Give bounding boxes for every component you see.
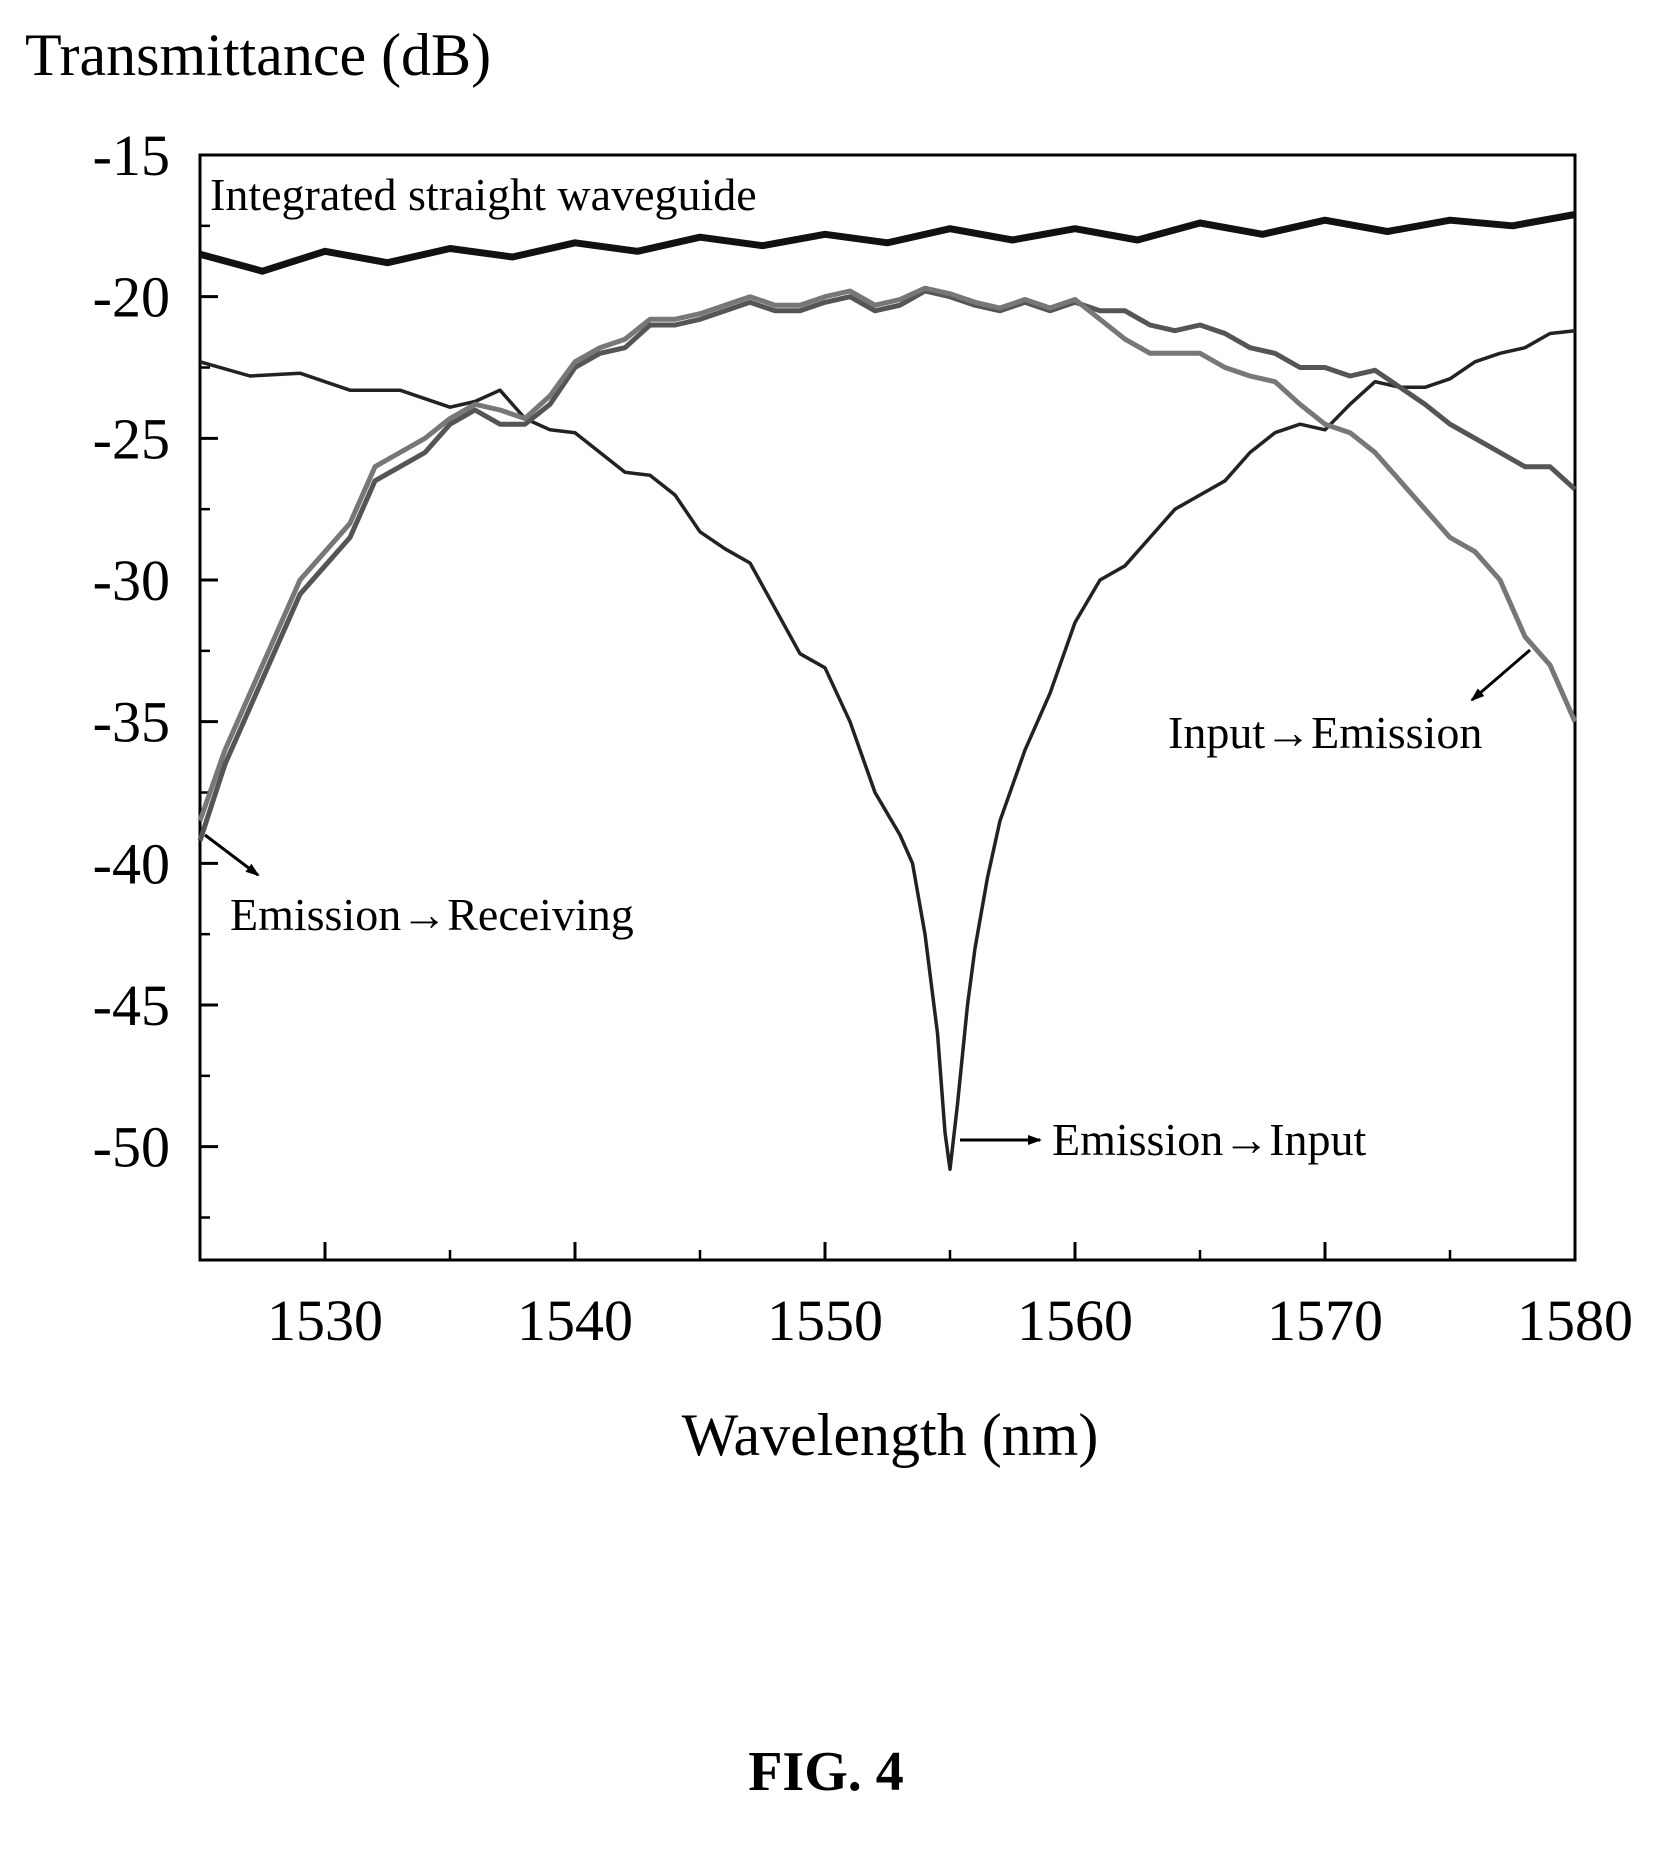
annotation-emission-receiving: Emission→Receiving xyxy=(230,889,634,940)
x-tick-label: 1550 xyxy=(767,1288,883,1353)
x-tick-label: 1540 xyxy=(517,1288,633,1353)
plot-frame xyxy=(198,153,1577,1262)
annotation-emission-input: Emission→Input xyxy=(1052,1114,1367,1165)
x-axis-title: Wavelength (nm) xyxy=(682,1402,1099,1468)
axis-ticks xyxy=(198,153,1577,1260)
series-layer xyxy=(197,211,1578,1172)
y-tick-label: -20 xyxy=(93,265,170,330)
x-tick-label: 1560 xyxy=(1017,1288,1133,1353)
series-line-2 xyxy=(197,288,1577,842)
y-tick-label: -30 xyxy=(93,548,170,613)
x-tick-label: 1530 xyxy=(267,1288,383,1353)
series-line-1 xyxy=(199,328,1576,1172)
y-tick-label: -50 xyxy=(93,1115,170,1180)
y-tick-label: -40 xyxy=(93,831,170,896)
y-tick-label: -45 xyxy=(93,973,170,1038)
annotation-arrow-emission-receiving xyxy=(204,833,260,877)
annotation-input-emission: Input→Emission xyxy=(1168,707,1482,758)
annotation-arrow-input-emission xyxy=(1470,648,1531,702)
series-line-0 xyxy=(199,211,1576,275)
y-tick-label: -15 xyxy=(93,123,170,188)
y-tick-label: -25 xyxy=(93,406,170,471)
y-axis-title: Transmittance (dB) xyxy=(25,22,491,88)
y-tick-label: -35 xyxy=(93,690,170,755)
axis-tick-labels: 1530 1540 1550 1560 1570 1580 -15 -20 -25 -30 -35 -… xyxy=(93,123,1633,1353)
series-line-3 xyxy=(197,285,1578,822)
x-tick-label: 1580 xyxy=(1517,1288,1633,1353)
annotation-integrated-waveguide: Integrated straight waveguide xyxy=(210,169,757,220)
figure-caption: FIG. 4 xyxy=(748,1741,904,1803)
x-tick-label: 1570 xyxy=(1267,1288,1383,1353)
